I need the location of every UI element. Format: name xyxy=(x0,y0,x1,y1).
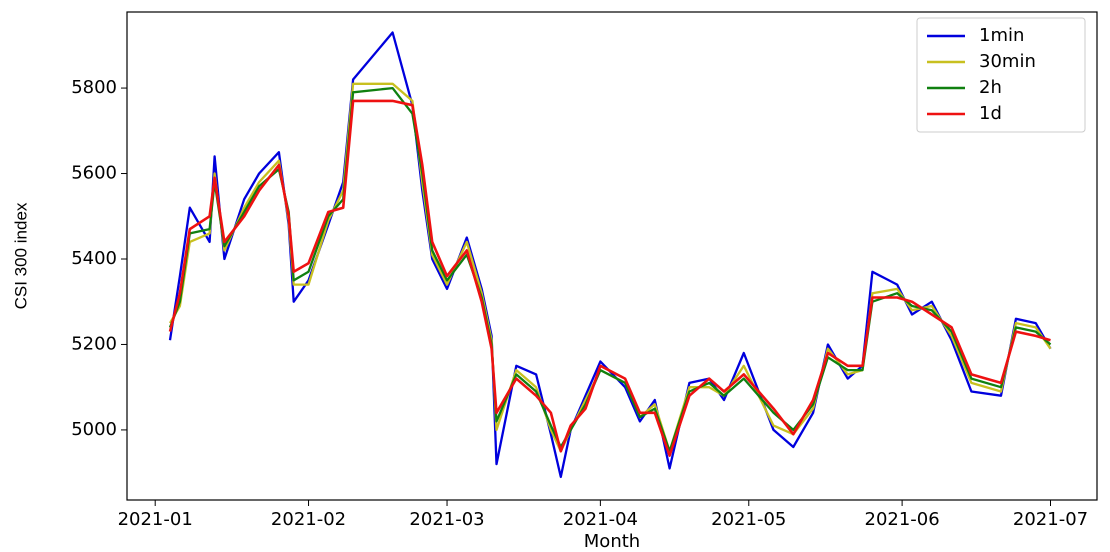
series-line xyxy=(168,99,1051,457)
series-line xyxy=(168,86,1052,453)
x-tick-label: 2021-07 xyxy=(1013,509,1088,530)
x-tick-label: 2021-01 xyxy=(118,509,193,530)
x-tick-label: 2021-03 xyxy=(409,509,484,530)
x-tick-label: 2021-02 xyxy=(271,509,346,530)
y-axis-label: CSI 300 index xyxy=(11,202,30,309)
legend-label: 1min xyxy=(979,25,1024,46)
legend-label: 30min xyxy=(979,51,1036,72)
y-tick-label: 5000 xyxy=(71,419,117,440)
legend-label: 2h xyxy=(979,77,1002,98)
y-tick-label: 5200 xyxy=(71,333,117,354)
x-tick-label: 2021-05 xyxy=(711,509,786,530)
x-tick-label: 2021-04 xyxy=(563,509,638,530)
legend-box xyxy=(916,17,1086,133)
plot-frame xyxy=(126,11,1098,501)
legend-label: 1d xyxy=(979,103,1002,124)
y-tick-label: 5400 xyxy=(71,248,117,269)
y-tick-label: 5600 xyxy=(71,163,117,184)
x-tick-label: 2021-06 xyxy=(865,509,940,530)
y-tick-label: 5800 xyxy=(71,77,117,98)
x-axis-label: Month xyxy=(584,531,640,552)
